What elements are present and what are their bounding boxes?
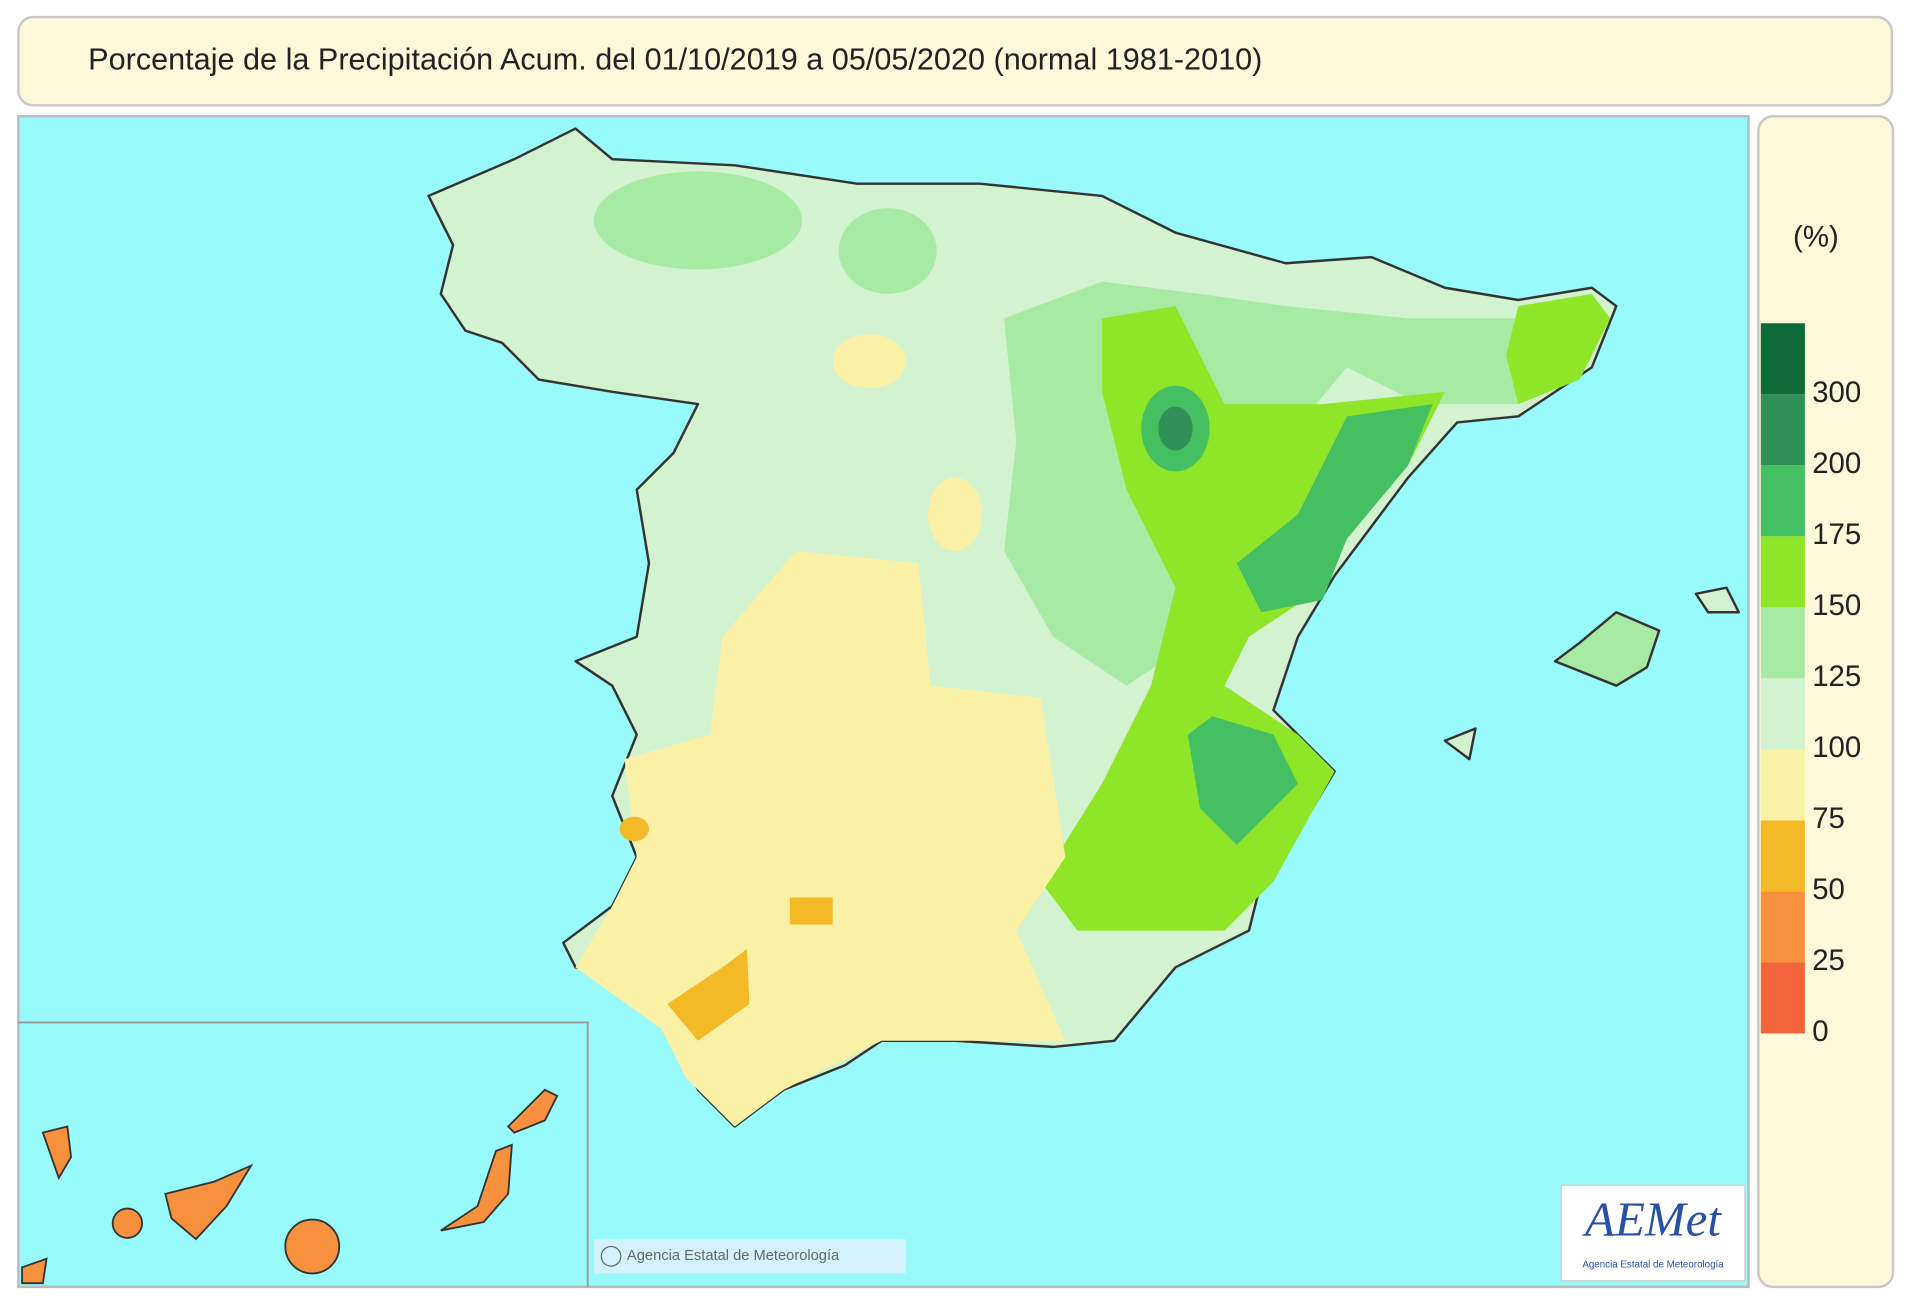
logo: AEMet [1582, 1192, 1722, 1247]
canary-island [21, 1257, 48, 1285]
legend-swatch [1760, 607, 1805, 679]
legend-swatch [1760, 820, 1805, 892]
legend-tick-label: 100 [1812, 731, 1861, 764]
region-blob [838, 208, 937, 294]
legend-tick-label: 175 [1812, 518, 1861, 551]
region-very-dry [667, 948, 750, 1041]
balearic-island [1694, 586, 1740, 614]
legend-swatch [1760, 536, 1805, 608]
map-title: Porcentaje de la Precipitación Acum. del… [88, 42, 1262, 76]
region-catalonia [1506, 293, 1611, 405]
canary-inset [18, 1021, 589, 1287]
legend-tick-label: 50 [1812, 873, 1845, 906]
logo-box [1560, 1184, 1746, 1282]
inset-frame [18, 1021, 589, 1287]
legend-tick-label: 0 [1812, 1015, 1828, 1048]
canary-island [506, 1088, 559, 1134]
balearic-island [1553, 611, 1661, 687]
legend-swatch [1760, 394, 1805, 466]
legend-swatch [1760, 749, 1805, 821]
legend: 0 25 50 75 100 125 150 175 200 300 [1760, 323, 1861, 1048]
region-blob [832, 334, 907, 389]
legend-tick-label: 25 [1812, 944, 1845, 977]
region-murcia [1187, 716, 1298, 845]
canary-island [111, 1207, 143, 1239]
region-dry [575, 551, 1066, 1127]
canary-island [440, 1143, 513, 1232]
region-blob [593, 171, 803, 270]
legend-swatch [1760, 323, 1805, 395]
legend-tick-label: 200 [1812, 447, 1861, 480]
balearic-island [1443, 727, 1477, 761]
copyright-icon [600, 1245, 622, 1267]
canary-island [164, 1163, 254, 1241]
legend-tick-label: 150 [1812, 589, 1861, 622]
canary-island [41, 1125, 72, 1181]
region-valencia-north [1236, 404, 1433, 613]
legend-tick-label: 125 [1812, 660, 1861, 693]
header-box [17, 15, 1894, 107]
legend-swatch [1760, 678, 1805, 750]
region-blob [1158, 406, 1193, 451]
legend-swatch [1760, 891, 1805, 963]
legend-unit: (%) [1793, 221, 1839, 254]
legend-swatch [1760, 465, 1805, 537]
credit-box [593, 1239, 907, 1274]
credit: Agencia Estatal de Meteorología [627, 1248, 840, 1264]
logo-subtitle: Agencia Estatal de Meteorología [1582, 1259, 1724, 1270]
canary-island [284, 1218, 341, 1275]
spain-map [427, 127, 1740, 1128]
legend-swatch [1760, 962, 1805, 1034]
region-blob [619, 816, 649, 842]
region-blob [789, 897, 833, 925]
legend-tick-label: 300 [1812, 376, 1861, 409]
legend-tick-label: 75 [1812, 802, 1845, 835]
region-blob [928, 477, 983, 552]
